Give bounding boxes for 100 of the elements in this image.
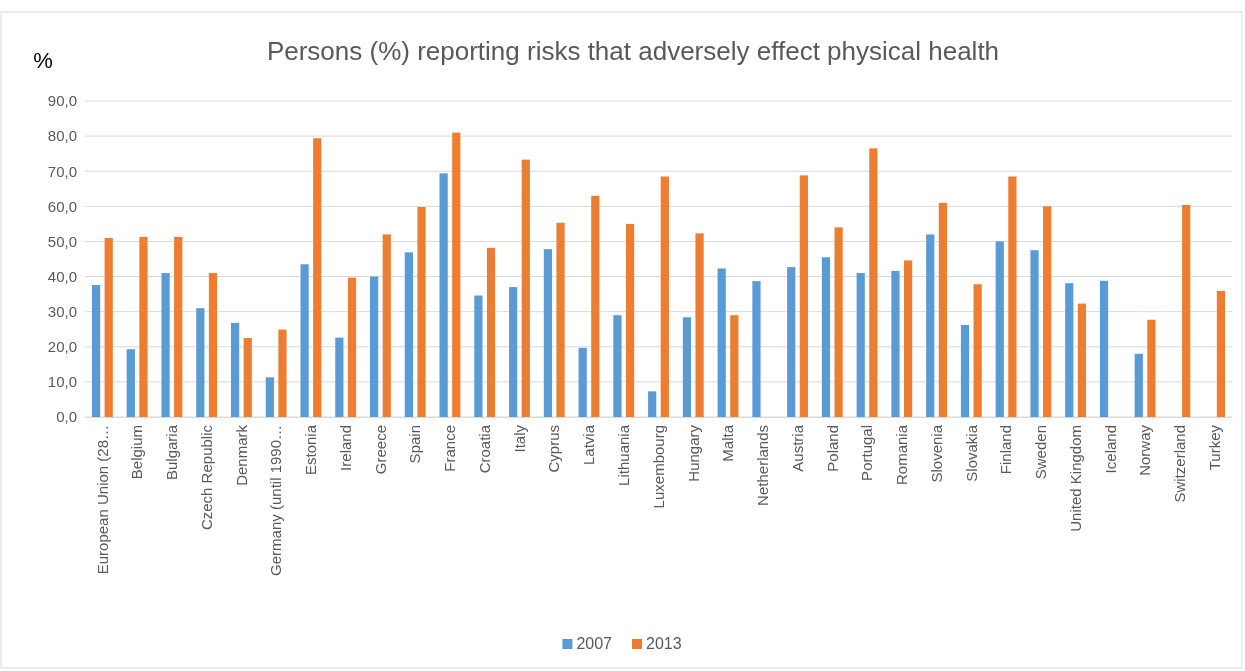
chart-title: Persons (%) reporting risks that adversely effect physical health [266,36,1000,66]
x-tick-label: Greece [371,425,389,475]
y-tick-label: 40,0 [47,267,77,285]
bar [404,252,413,417]
bar [648,391,657,417]
bar [300,264,309,417]
legend-label: 2007 [576,635,613,652]
bar [904,260,913,417]
x-tick-label: Croatia [475,424,493,474]
bar [196,308,205,417]
bar [1077,303,1087,417]
bar [1030,250,1039,417]
x-tick-label: Denmark [232,424,250,486]
x-tick-label: Sweden [1032,425,1050,480]
x-tick-label: United Kingdom [1066,425,1084,532]
x-tick-label: Romania [893,424,911,486]
x-tick-label: Bulgaria [163,424,181,481]
bar [1134,353,1143,417]
bar [174,236,183,417]
bar [891,270,900,417]
bar [161,273,170,417]
bar [660,176,669,417]
bar [543,249,553,417]
bar [938,202,947,417]
x-tick-label: Cyprus [545,425,563,473]
bar [91,284,101,417]
bar [335,337,344,417]
y-tick-label: 90,0 [47,92,77,110]
x-tick-label: Iceland [1101,425,1119,474]
bar [682,317,692,417]
x-tick-label: Lithuania [614,424,632,486]
bar [834,227,843,417]
bar [799,175,808,417]
x-tick-label: Austria [788,424,806,472]
bar [960,325,970,417]
bar [139,236,148,417]
y-tick-label: 10,0 [47,373,77,391]
y-tick-label: 0,0 [56,408,77,426]
x-tick-label: Switzerland [1171,425,1189,503]
bar [821,257,831,417]
x-tick-label: Spain [406,425,424,464]
x-tick-label: Luxembourg [649,425,667,509]
bar [578,347,587,417]
x-tick-label: Czech Republic [197,424,215,531]
bar [1043,206,1052,417]
y-tick-label: 20,0 [47,338,77,356]
y-tick-label: 70,0 [47,162,77,180]
bar [1065,283,1074,417]
bar [730,315,739,417]
bar [521,159,530,417]
bar [230,322,240,417]
bar [509,287,518,417]
bar [452,132,461,417]
bar [1182,204,1191,417]
bar [265,377,274,417]
x-tick-label: Belgium [128,425,146,480]
x-tick-label: Hungary [684,424,702,482]
x-tick-label: Slovenia [927,424,945,483]
x-tick-label: Poland [823,425,841,472]
y-tick-label: 50,0 [47,232,77,250]
bar [208,273,218,417]
bar [313,138,322,417]
bar [591,195,600,417]
bar [347,277,357,417]
x-tick-label: Turkey [1205,424,1223,471]
bar [787,267,796,417]
bar [370,276,379,417]
x-tick-label: Latvia [580,424,598,466]
bar [278,329,287,417]
x-tick-label: Italy [510,424,528,453]
bar [486,247,496,417]
x-tick-label: Netherlands [754,425,772,506]
bar [973,284,982,417]
bar [625,223,635,417]
x-tick-label: Slovakia [962,424,980,482]
x-tick-label: Norway [1136,424,1154,476]
x-tick-label: Malta [719,424,737,462]
x-tick-label: Germany (until 1990… [267,425,285,576]
bar [995,241,1004,417]
bar [926,234,935,417]
bar [1216,290,1226,417]
x-tick-label: Ireland [336,425,354,471]
x-tick-label: Portugal [858,425,876,481]
x-tick-label: Estonia [302,424,320,476]
y-tick-label: 30,0 [47,302,77,320]
bar [695,233,704,417]
bar [1008,176,1017,417]
bar [1147,319,1156,417]
bar [104,237,113,417]
y-tick-label: 80,0 [47,127,77,145]
bar [126,349,135,417]
x-tick-label: Finland [997,425,1015,475]
bar [439,173,448,417]
x-tick-label: European Union (28… [93,425,111,575]
bar [474,295,483,417]
bar [556,222,565,417]
legend-label: 2013 [646,635,682,652]
bar [869,148,878,417]
bar [243,338,252,417]
bar [856,273,865,417]
